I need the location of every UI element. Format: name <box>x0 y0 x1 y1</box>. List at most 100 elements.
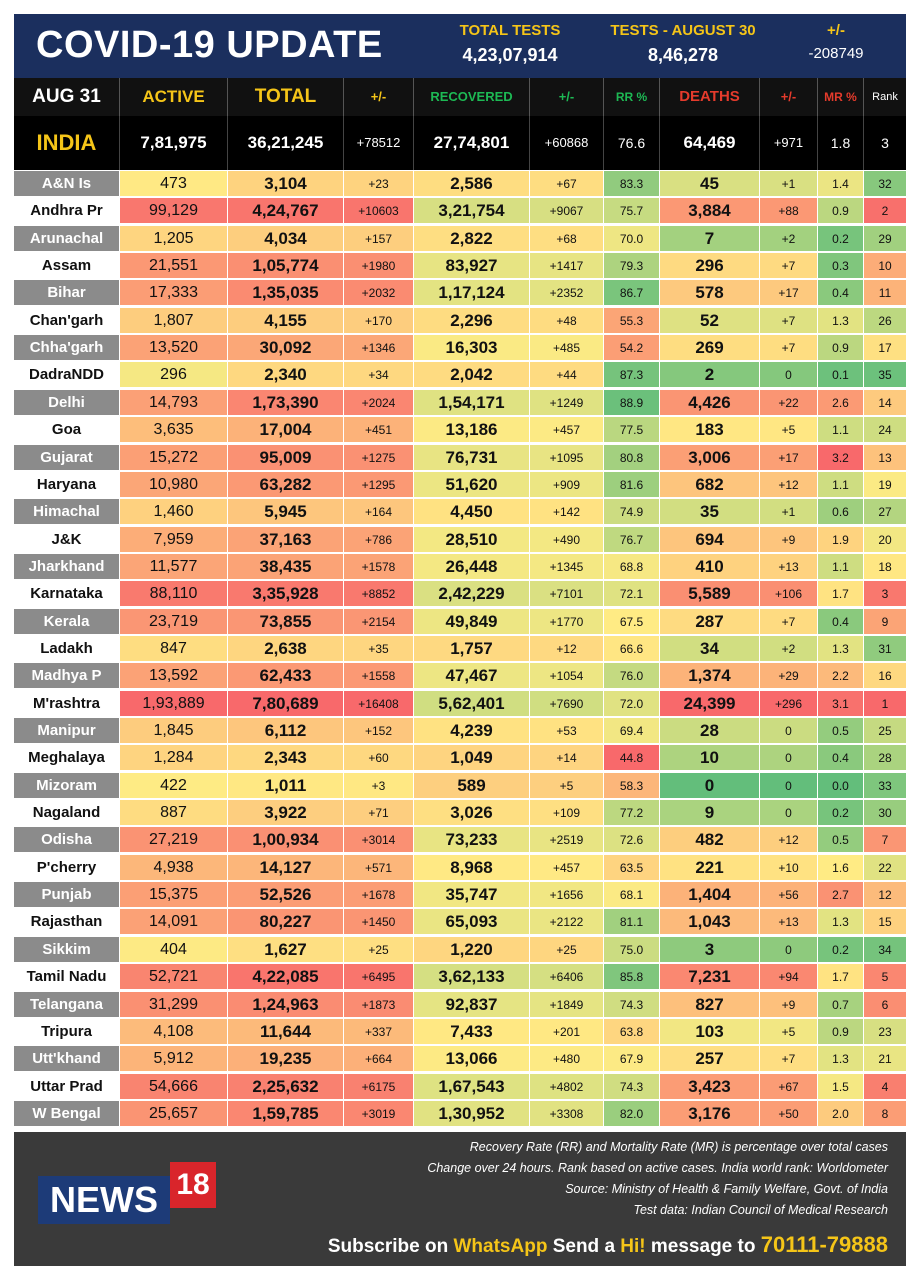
cell-total: 7,80,689 <box>228 690 344 717</box>
cell-deaths-change: +10 <box>760 854 818 881</box>
cell-total: 4,155 <box>228 307 344 334</box>
table-row: Meghalaya 1,284 2,343 +60 1,049 +14 44.8 10 0 0.4… <box>14 745 906 772</box>
cell-active: 14,091 <box>120 909 228 936</box>
cell-deaths: 5,589 <box>660 581 760 608</box>
cell-rr: 81.6 <box>604 471 660 498</box>
day-tests-value: 8,46,278 <box>647 45 719 65</box>
cell-rr: 74.3 <box>604 991 660 1018</box>
cell-deaths-change: +7 <box>760 307 818 334</box>
cell-total: 95,009 <box>228 444 344 471</box>
subscribe-text-c: message to <box>645 1236 761 1257</box>
cell-total-change: +1558 <box>344 663 414 690</box>
cell-active: 88,110 <box>120 581 228 608</box>
cell-total-change: +1578 <box>344 553 414 580</box>
cell-recovered-change: +68 <box>530 225 604 252</box>
cell-deaths: 2 <box>660 362 760 389</box>
cell-active: 5,912 <box>120 1046 228 1073</box>
cell-mr: 0.3 <box>818 253 864 280</box>
cell-total-change: +6495 <box>344 964 414 991</box>
cell-recovered: 16,303 <box>414 335 530 362</box>
cell-deaths-change: +13 <box>760 909 818 936</box>
cell-active: 1,807 <box>120 307 228 334</box>
cell-active: 404 <box>120 936 228 963</box>
cell-total: 2,343 <box>228 745 344 772</box>
day-tests-stat: TESTS - AUGUST 30 8,46,278 <box>598 22 768 66</box>
cell-rank: 20 <box>864 526 906 553</box>
cell-deaths-change: +2 <box>760 225 818 252</box>
cell-recovered-change: +67 <box>530 171 604 197</box>
cell-deaths: 482 <box>660 827 760 854</box>
cell-total: 52,526 <box>228 882 344 909</box>
rank-header: Rank <box>872 91 898 103</box>
cell-state: Tamil Nadu <box>14 964 120 991</box>
cell-rank: 9 <box>864 608 906 635</box>
table-row: Jharkhand 11,577 38,435 +1578 26,448 +1345 68.… <box>14 553 906 581</box>
cell-deaths-change: +9 <box>760 526 818 553</box>
cell-total: 1,73,390 <box>228 389 344 416</box>
cell-mr: 0.0 <box>818 772 864 799</box>
cell-mr: 0.4 <box>818 608 864 635</box>
cell-deaths-change: +7 <box>760 253 818 280</box>
cell-active: 7,959 <box>120 526 228 553</box>
cell-rank: 1 <box>864 690 906 717</box>
cell-deaths: 1,043 <box>660 909 760 936</box>
cell-rank: 19 <box>864 471 906 498</box>
cell-state: Manipur <box>14 718 120 744</box>
cell-deaths: 296 <box>660 253 760 280</box>
cell-state: Gujarat <box>14 444 120 471</box>
cell-rank: 30 <box>864 800 906 827</box>
cell-deaths: 7,231 <box>660 964 760 991</box>
table-row: M'rashtra 1,93,889 7,80,689 +16408 5,62,401 +… <box>14 690 906 718</box>
india-recovered: 27,74,801 <box>414 116 530 170</box>
recovered-change-header: +/- <box>530 78 604 116</box>
cell-deaths-change: +106 <box>760 581 818 608</box>
mr-header: MR % <box>818 78 864 116</box>
india-label: INDIA <box>14 116 120 170</box>
subscribe-line: Subscribe on WhatsApp Send a Hi! message… <box>328 1232 888 1258</box>
cell-recovered-change: +2122 <box>530 909 604 936</box>
cell-deaths: 35 <box>660 499 760 526</box>
cell-rr: 75.7 <box>604 198 660 225</box>
cell-active: 17,333 <box>120 280 228 307</box>
footer-note-test-data: Test data: Indian Council of Medical Res… <box>633 1203 888 1217</box>
cell-state: Utt'khand <box>14 1046 120 1073</box>
cell-total-change: +170 <box>344 307 414 334</box>
cell-rr: 81.1 <box>604 909 660 936</box>
cell-active: 473 <box>120 171 228 197</box>
cell-active: 15,272 <box>120 444 228 471</box>
table-row: Bihar 17,333 1,35,035 +2032 1,17,124 +2352 86.… <box>14 280 906 307</box>
table-row: Haryana 10,980 63,282 +1295 51,620 +909 81.6 68… <box>14 471 906 499</box>
table-row: P'cherry 4,938 14,127 +571 8,968 +457 63.5 221 +… <box>14 854 906 882</box>
cell-recovered-change: +1345 <box>530 553 604 580</box>
cell-deaths: 52 <box>660 307 760 334</box>
cell-active: 847 <box>120 635 228 662</box>
cell-rank: 12 <box>864 882 906 909</box>
cell-total-change: +2024 <box>344 389 414 416</box>
cell-recovered-change: +3308 <box>530 1100 604 1127</box>
cell-recovered-change: +490 <box>530 526 604 553</box>
day-tests-label: TESTS - AUGUST 30 <box>610 22 756 39</box>
cell-deaths: 7 <box>660 225 760 252</box>
cell-recovered: 13,066 <box>414 1046 530 1073</box>
cell-active: 21,551 <box>120 253 228 280</box>
cell-rr: 68.8 <box>604 553 660 580</box>
cell-active: 27,219 <box>120 827 228 854</box>
cell-recovered-change: +1095 <box>530 444 604 471</box>
cell-recovered-change: +1249 <box>530 389 604 416</box>
logo-18-badge: 18 <box>170 1162 216 1208</box>
deaths-change-header: +/- <box>760 78 818 116</box>
cell-recovered: 1,67,543 <box>414 1073 530 1100</box>
cell-recovered: 7,433 <box>414 1018 530 1045</box>
cell-rank: 17 <box>864 335 906 362</box>
cell-recovered: 28,510 <box>414 526 530 553</box>
cell-rr: 88.9 <box>604 389 660 416</box>
cell-recovered-change: +12 <box>530 635 604 662</box>
cell-active: 4,108 <box>120 1018 228 1045</box>
cell-rank: 3 <box>864 581 906 608</box>
cell-recovered-change: +1849 <box>530 991 604 1018</box>
cell-rr: 54.2 <box>604 335 660 362</box>
cell-total-change: +1450 <box>344 909 414 936</box>
cell-state: Uttar Prad <box>14 1073 120 1100</box>
cell-deaths-change: +56 <box>760 882 818 909</box>
cell-recovered: 4,239 <box>414 718 530 744</box>
